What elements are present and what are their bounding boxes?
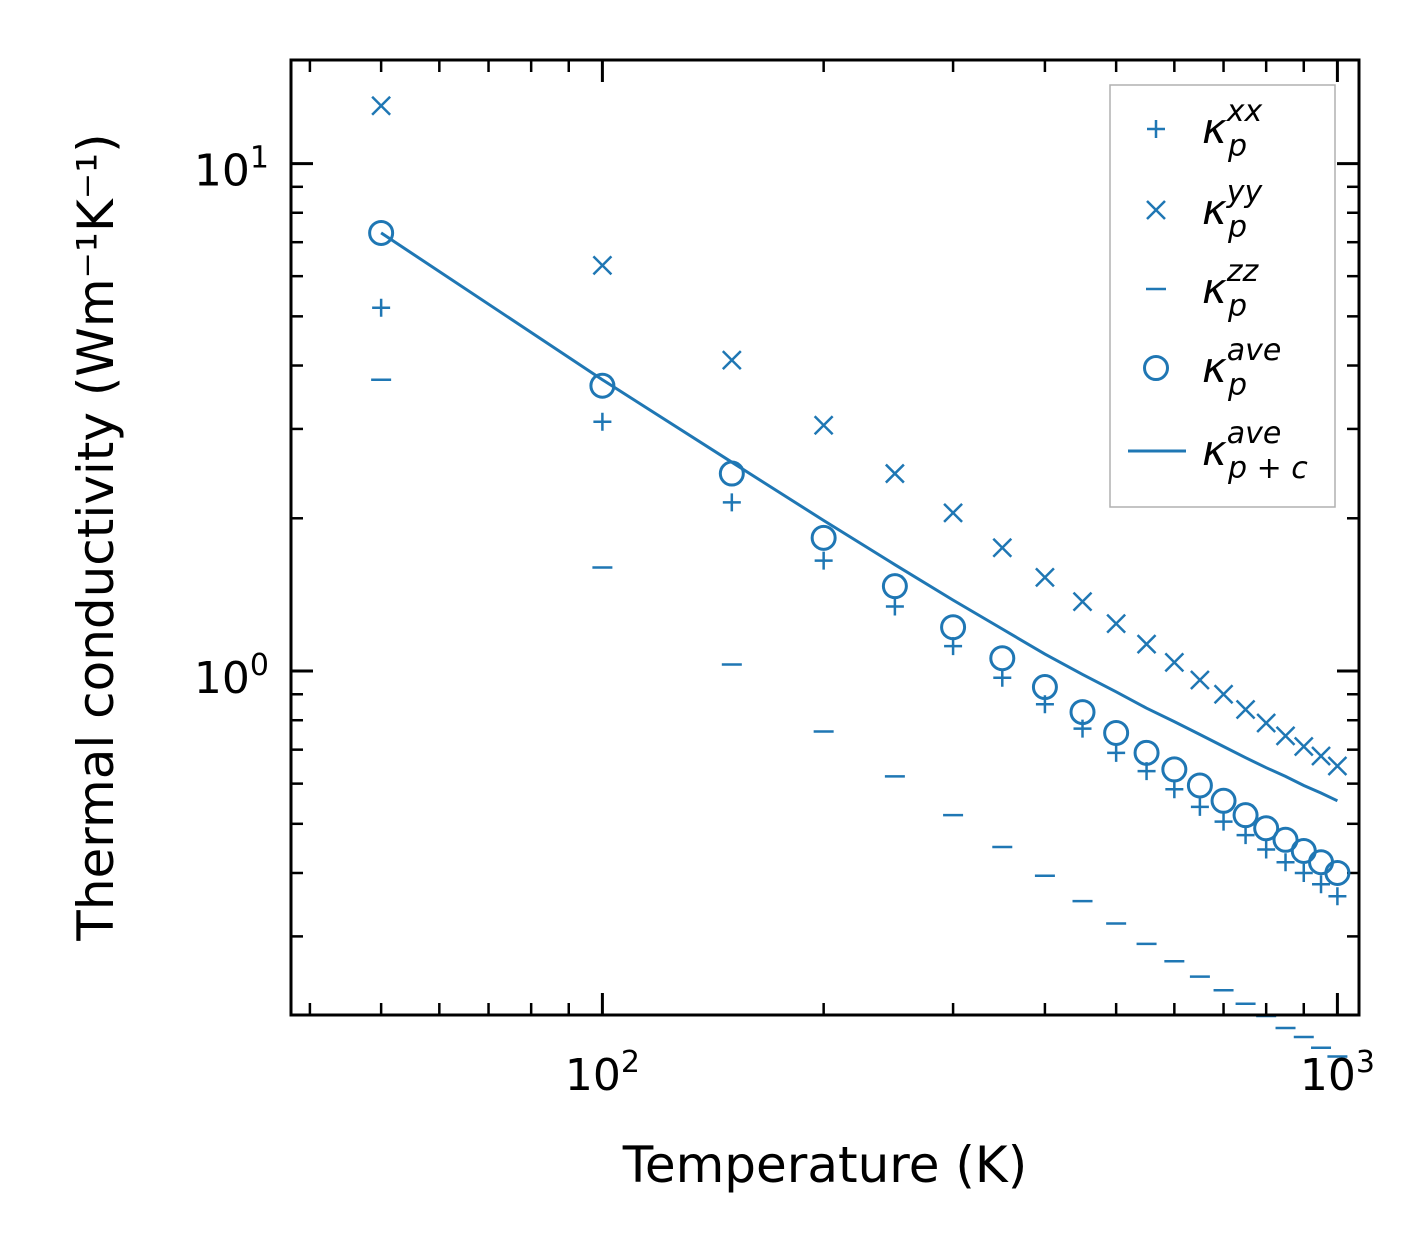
point-kave [1031, 674, 1058, 701]
legend: κxx p κyy p κzz p κave p κave p + c [1109, 84, 1336, 508]
point-kxx [1190, 797, 1209, 816]
point-kxx [1312, 875, 1331, 894]
point-kyy [371, 95, 392, 116]
legend-handle-kxx [1147, 120, 1165, 138]
point-kyy [1190, 670, 1210, 690]
x-tick-labels: 102 103 [565, 1045, 1375, 1101]
point-kave [1161, 756, 1188, 783]
point-kyy [1235, 699, 1256, 720]
point-kave [810, 524, 837, 551]
point-kave [1186, 772, 1213, 799]
y-axis-label: Thermal conductivity (Wm⁻¹K⁻¹) [67, 133, 125, 941]
legend-label-kxx: κxx p [1202, 94, 1263, 164]
y-tick-label: 100 [194, 648, 269, 704]
point-kyy [1106, 613, 1127, 634]
series-kave_pc [380, 231, 1339, 803]
point-kxx [1107, 743, 1126, 762]
point-kyy [1213, 684, 1234, 705]
series-kyy [371, 95, 1348, 776]
point-kyy [1072, 591, 1093, 612]
point-kxx [1276, 853, 1295, 872]
x-tick-label: 102 [565, 1045, 640, 1101]
point-kxx [1328, 887, 1347, 906]
point-kave [368, 219, 395, 246]
point-kxx [722, 493, 741, 512]
point-kyy [721, 350, 742, 370]
legend-label-kave_pc: κave p + c [1202, 416, 1308, 486]
point-kxx [814, 551, 833, 570]
legend-handle-kave [1143, 355, 1169, 381]
series-line-kave_pc [380, 231, 1339, 803]
point-kave [881, 573, 908, 600]
point-kyy [592, 255, 613, 276]
point-kave [1272, 826, 1299, 853]
point-kave [1253, 815, 1280, 842]
point-kyy [813, 415, 834, 436]
legend-label-kave: κave p [1202, 333, 1281, 403]
x-axis-label: Temperature (K) [622, 1136, 1027, 1194]
point-kyy [992, 537, 1013, 558]
point-kxx [1165, 780, 1184, 799]
point-kxx [593, 412, 612, 431]
data-marks [368, 95, 1351, 1058]
y-tick-label: 101 [194, 141, 269, 197]
point-kave [1324, 859, 1351, 886]
point-kyy [1275, 726, 1296, 746]
legend-label-kzz: κzz p [1202, 254, 1260, 324]
legend-handle-kyy [1146, 200, 1166, 220]
axes-frame [289, 58, 1361, 1017]
point-kave [989, 645, 1016, 672]
point-kyy [943, 502, 963, 523]
point-kyy [1035, 567, 1055, 588]
minor-ticks [291, 60, 1359, 1015]
point-kxx [885, 597, 904, 616]
legend-box [1109, 84, 1336, 508]
point-kave [940, 614, 967, 641]
point-kave [1069, 699, 1096, 726]
point-kave [1210, 787, 1237, 814]
point-kxx [993, 668, 1012, 687]
point-kyy [1327, 756, 1348, 776]
point-kave [1103, 719, 1130, 746]
y-tick-labels: 100 101 [194, 141, 269, 704]
point-kyy [1164, 652, 1185, 673]
point-kxx [1214, 812, 1233, 831]
point-kyy [1256, 713, 1277, 733]
legend-label-kyy: κyy p [1202, 175, 1264, 245]
x-tick-label: 103 [1300, 1045, 1375, 1101]
major-ticks [291, 60, 1359, 1015]
point-kave [1232, 802, 1259, 829]
point-kxx [372, 298, 391, 317]
point-kxx [1236, 826, 1255, 845]
point-kyy [1136, 634, 1157, 654]
point-kxx [1257, 840, 1276, 859]
point-kyy [884, 463, 905, 484]
point-kave [1133, 739, 1160, 766]
point-kxx [1294, 863, 1313, 882]
point-kyy [1311, 746, 1331, 766]
point-kyy [1293, 736, 1314, 757]
